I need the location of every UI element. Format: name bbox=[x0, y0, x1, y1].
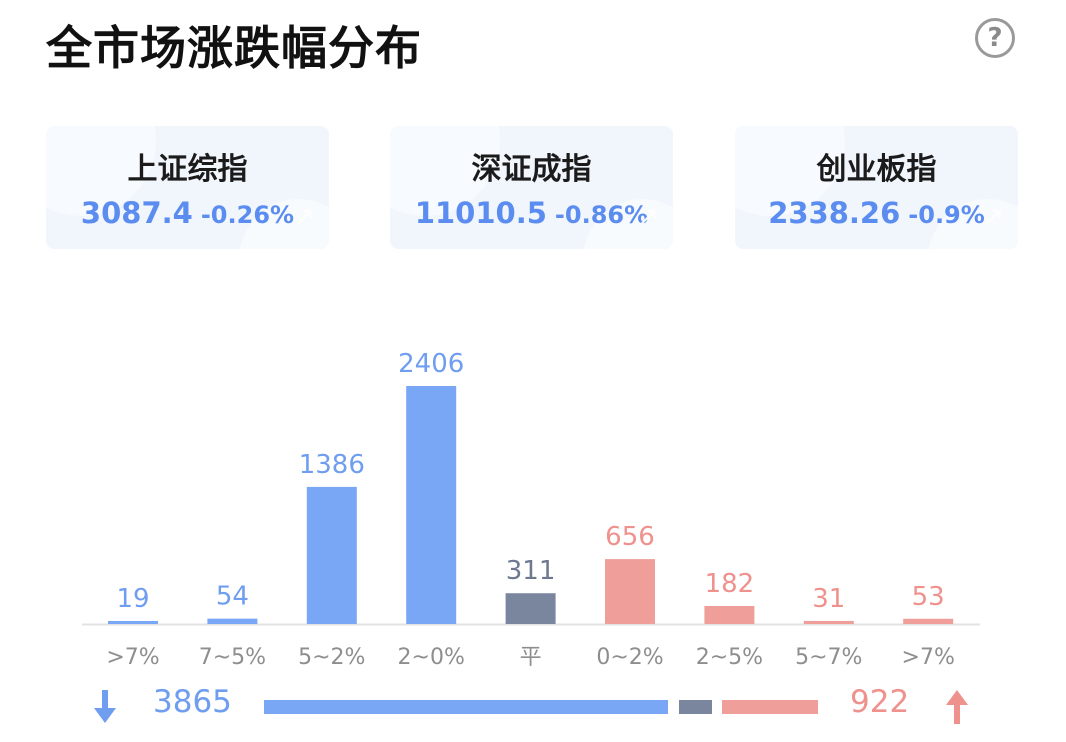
bar-value-label: 54 bbox=[216, 582, 249, 612]
bar-1 bbox=[207, 618, 258, 624]
down-arrow-icon bbox=[94, 690, 116, 723]
bar-value-label: 182 bbox=[705, 569, 755, 599]
page-title: 全市场涨跌幅分布 bbox=[46, 21, 422, 75]
category-label: 5~2% bbox=[298, 645, 365, 670]
bar-value-label: 656 bbox=[605, 522, 655, 552]
index-card-cy[interactable]: 创业板指 2338.26 -0.9% ↗ bbox=[735, 126, 1018, 249]
index-change: -0.26% bbox=[200, 201, 295, 229]
flat-ratio-bar bbox=[679, 700, 712, 714]
bar-8 bbox=[903, 618, 954, 624]
category-label: 0~2% bbox=[596, 645, 663, 670]
bar-0 bbox=[108, 621, 158, 624]
index-card-sz[interactable]: 深证成指 11010.5 -0.86% ↗ bbox=[390, 126, 673, 249]
down-ratio-bar bbox=[264, 700, 668, 714]
category-label: 平 bbox=[520, 645, 542, 670]
bar-value-label: 2406 bbox=[398, 349, 464, 379]
trend-arrow-icon: ↗ bbox=[637, 202, 659, 232]
index-name: 深证成指 bbox=[471, 152, 592, 187]
category-label: 5~7% bbox=[795, 645, 862, 670]
index-value: 11010.5 bbox=[414, 196, 547, 230]
category-label: 2~5% bbox=[696, 645, 763, 670]
bar-5 bbox=[605, 559, 655, 624]
trend-arrow-icon: ↗ bbox=[293, 202, 315, 232]
bar-value-label: 31 bbox=[812, 584, 845, 614]
help-icon[interactable]: ? bbox=[975, 18, 1015, 58]
bar-value-label: 311 bbox=[506, 556, 556, 586]
index-name: 创业板指 bbox=[816, 152, 937, 187]
bar-4 bbox=[505, 593, 556, 624]
index-change: -0.9% bbox=[908, 201, 985, 229]
index-name: 上证综指 bbox=[127, 152, 248, 187]
index-value: 3087.4 bbox=[80, 196, 193, 230]
up-arrow-icon bbox=[946, 690, 968, 724]
category-label: 7~5% bbox=[199, 645, 266, 670]
index-value: 2338.26 bbox=[768, 196, 901, 230]
trend-arrow-icon: ↗ bbox=[982, 202, 1004, 232]
up-ratio-bar bbox=[722, 700, 818, 714]
bar-7 bbox=[803, 620, 854, 624]
down-count: 3865 bbox=[153, 684, 232, 720]
bar-value-label: 19 bbox=[116, 584, 149, 614]
category-label: >7% bbox=[902, 645, 955, 670]
bar-3 bbox=[406, 386, 457, 624]
category-label: 2~0% bbox=[398, 645, 465, 670]
category-label: >7% bbox=[106, 645, 159, 670]
bar-2 bbox=[306, 486, 357, 624]
index-change: -0.86% bbox=[554, 201, 649, 229]
bar-value-label: 1386 bbox=[299, 450, 365, 480]
bar-6 bbox=[704, 605, 755, 624]
index-card-sh[interactable]: 上证综指 3087.4 -0.26% ↗ bbox=[46, 126, 329, 249]
bar-value-label: 53 bbox=[912, 582, 945, 612]
up-count: 922 bbox=[850, 684, 910, 720]
